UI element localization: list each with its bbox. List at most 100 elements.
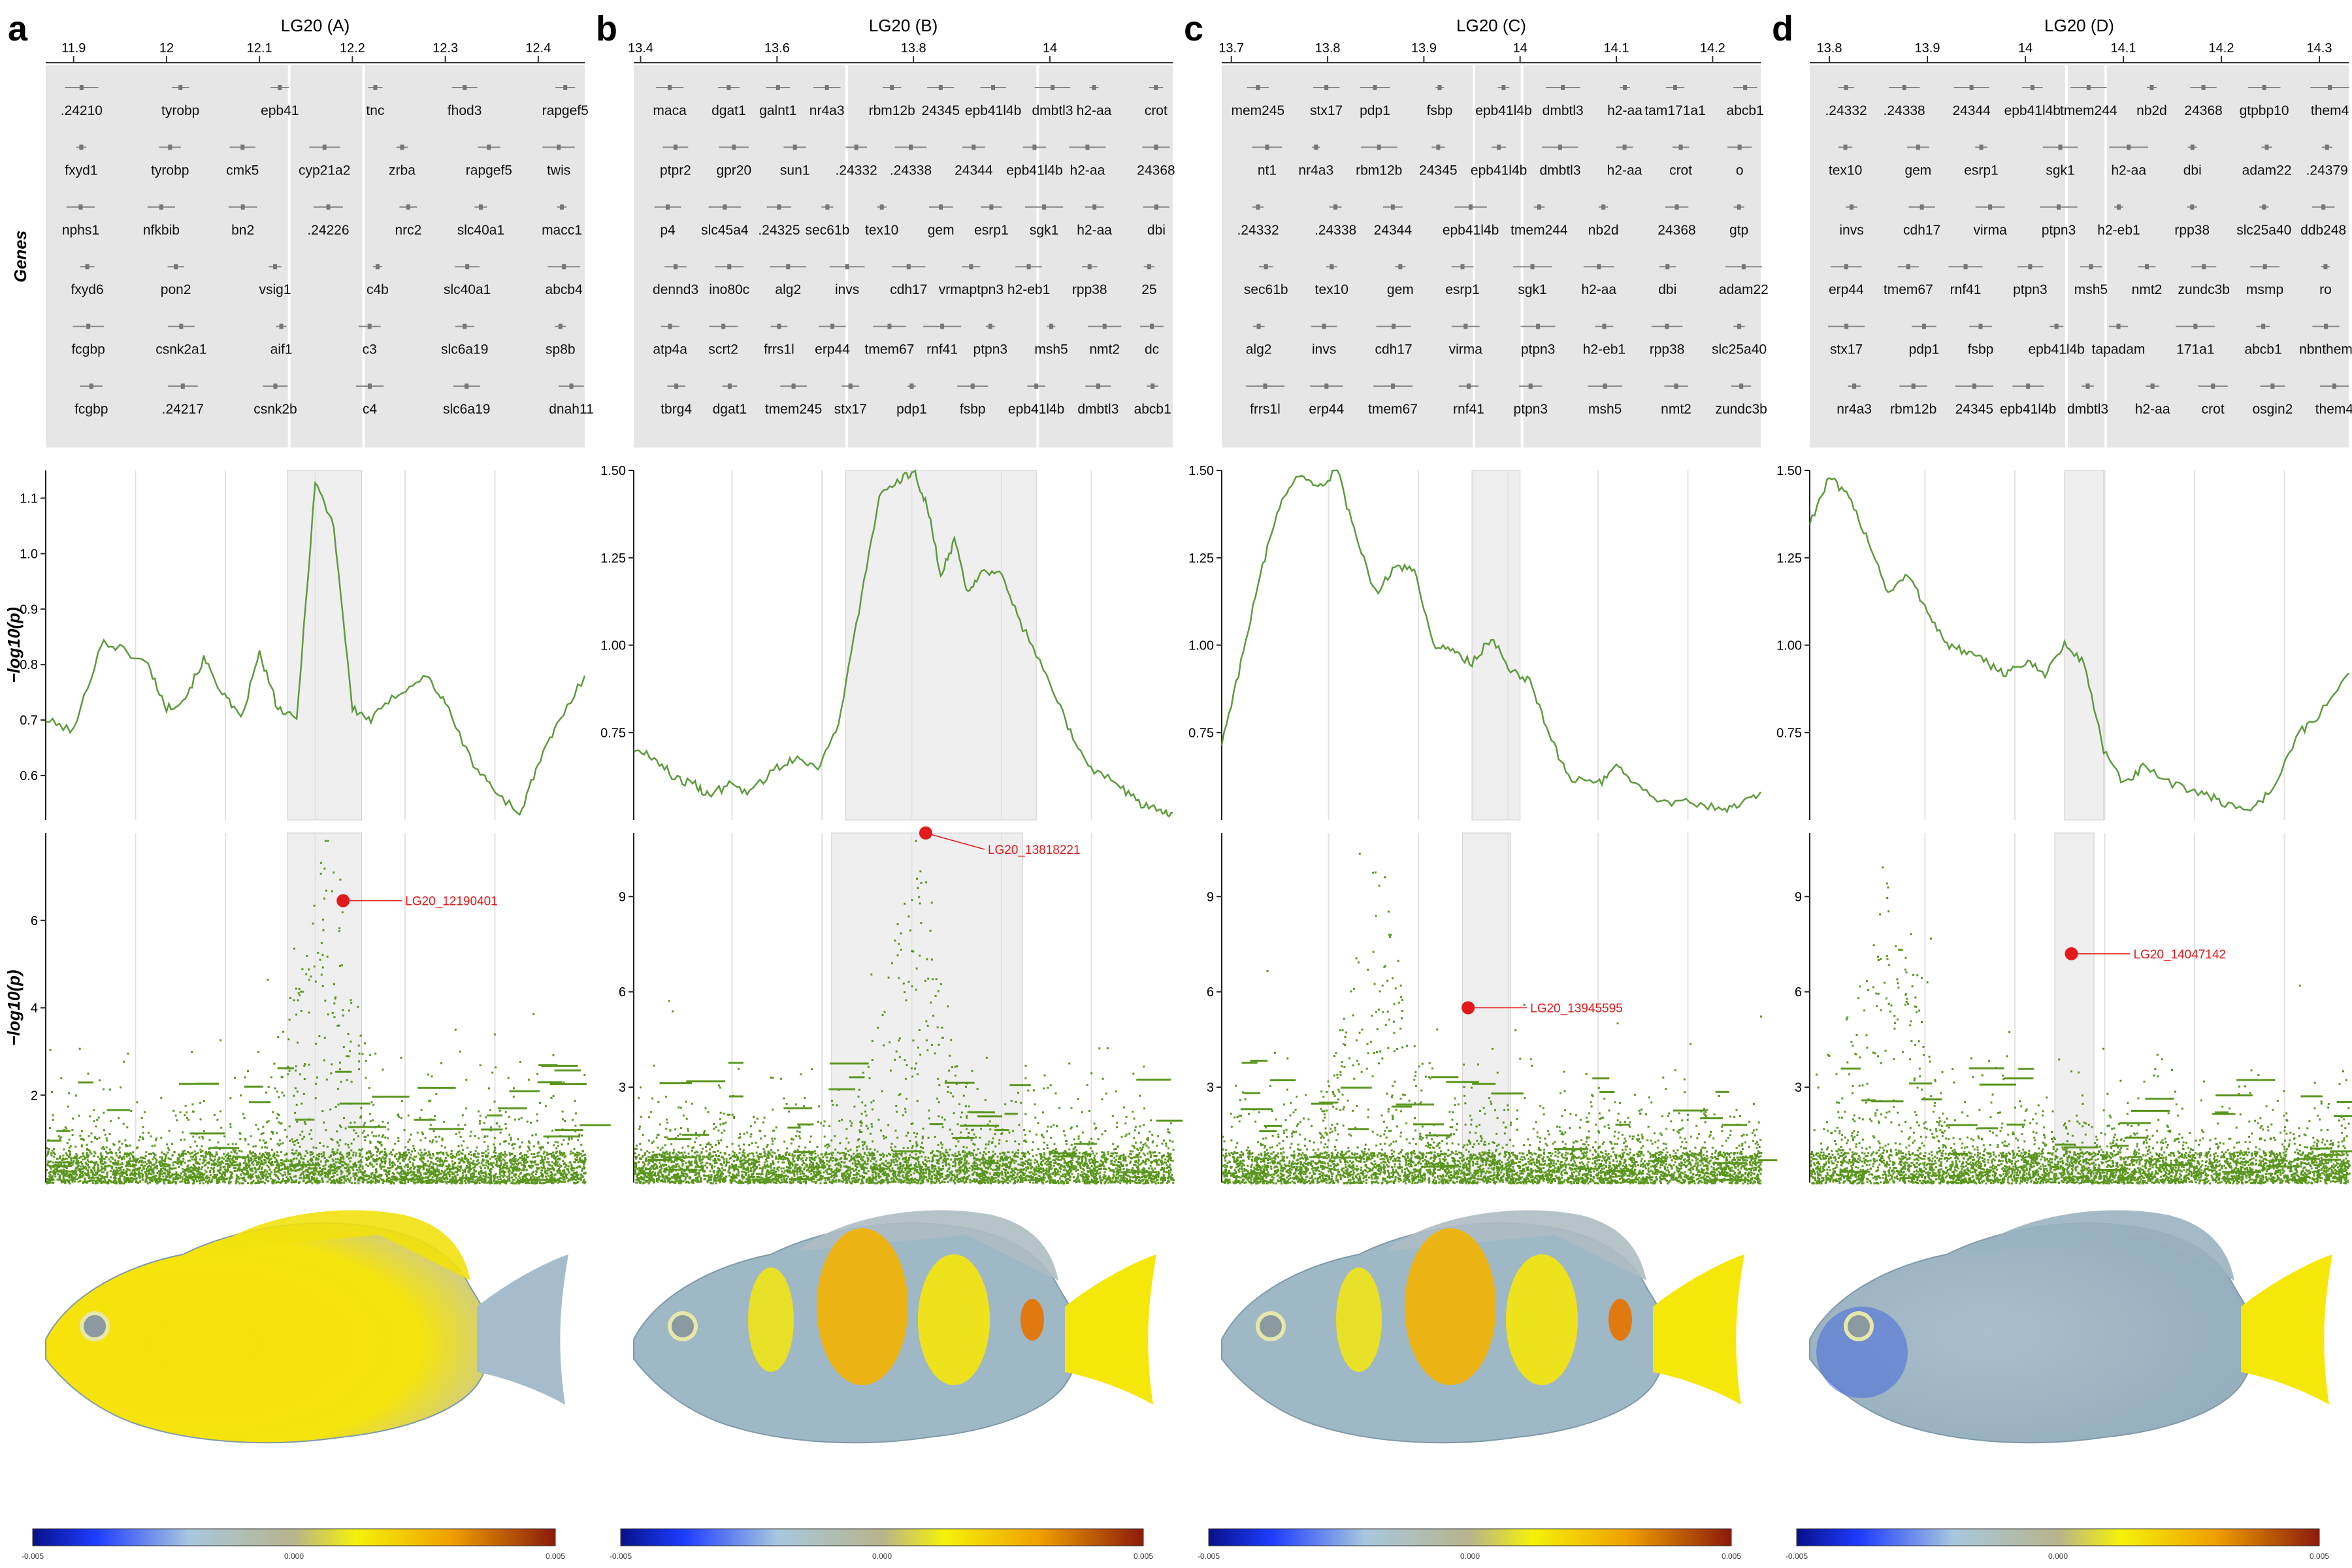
gene-exon <box>1256 204 1260 210</box>
gene-exon <box>279 323 284 329</box>
gene-label: zrba <box>389 163 416 178</box>
gene-exon <box>1154 85 1158 90</box>
gene-exon <box>2127 144 2131 150</box>
gene-label: h2-aa <box>2111 163 2146 178</box>
gene-label: bn2 <box>231 223 254 238</box>
gene-exon <box>79 85 84 90</box>
gene-exon <box>1049 323 1054 329</box>
gene-label: 24345 <box>922 103 960 118</box>
gene-label: slc25a40 <box>1712 342 1767 357</box>
fish-front-band <box>748 1267 794 1372</box>
gene-label: .24338 <box>890 163 932 178</box>
scatter-y-tick-label: 3 <box>1795 1081 1802 1095</box>
gene-label: slc40a1 <box>444 282 491 297</box>
line-y-tick-label: 0.75 <box>600 726 626 740</box>
panel-c: c LG20 (C) 13.7 13.8 13.9 14 14.1 14.2 mem245 stx… <box>1184 9 1778 1561</box>
gene-exon <box>674 264 678 270</box>
gene-exon <box>2211 384 2215 389</box>
line-y-tick-label: 0.6 <box>20 769 38 783</box>
gene-label: dmbtl3 <box>1539 163 1580 178</box>
gene-label: epb41l4b <box>965 103 1021 118</box>
colorbar-tick-label: -0.005 <box>1786 1552 1808 1561</box>
gene-label: nphs1 <box>62 223 99 238</box>
gene-label: .24379 <box>2306 163 2348 178</box>
gene-exon <box>272 264 277 270</box>
gene-label: dgat1 <box>713 402 747 417</box>
gene-label: nr4a3 <box>1837 402 1872 417</box>
gene-exon <box>786 264 791 270</box>
line-y-tick-label: 0.9 <box>20 602 38 617</box>
gene-exon <box>178 85 183 90</box>
gene-label: scrt2 <box>708 342 738 357</box>
gene-exon <box>2321 204 2326 210</box>
x-tick-label: 14.2 <box>1700 41 1725 56</box>
gene-exon <box>1969 85 1974 90</box>
gene-exon <box>400 144 404 150</box>
gene-label: tmem67 <box>865 342 915 357</box>
gene-exon <box>2328 85 2332 90</box>
gene-label: 171a1 <box>2176 342 2214 357</box>
x-tick-label: 14.3 <box>2307 41 2332 56</box>
scatter-highlight-window <box>831 832 1023 1183</box>
gene-label: 24344 <box>955 163 993 178</box>
gene-exon <box>1150 323 1154 329</box>
gene-exon <box>845 264 849 270</box>
gene-label: dmbtl3 <box>1543 103 1584 118</box>
x-tick-label: 12.1 <box>247 41 272 56</box>
gene-label: crot <box>2202 402 2225 417</box>
scatter-y-tick-label: 9 <box>619 890 626 904</box>
gene-exon <box>2264 144 2269 150</box>
gene-label: tmem67 <box>1884 282 1933 297</box>
gene-exon <box>1087 264 1092 270</box>
gene-label: esrp1 <box>1445 282 1480 297</box>
gene-label: macа <box>653 103 687 118</box>
gene-label: .24338 <box>1884 103 1925 118</box>
gene-label: sec61b <box>1244 282 1288 297</box>
gene-exon <box>1085 144 1090 150</box>
gene-label: ptpn3 <box>1513 402 1548 417</box>
lead-snp-point <box>919 826 932 840</box>
gene-exon <box>1096 384 1100 389</box>
gene-label: 24345 <box>1419 163 1457 178</box>
gene-label: abcb1 <box>1134 402 1171 417</box>
gene-exon <box>1263 384 1267 389</box>
colorbar <box>1208 1528 1732 1546</box>
gene-exon <box>1437 85 1442 90</box>
gene-exon <box>1902 85 1906 90</box>
line-series <box>1220 469 1762 814</box>
gene-label: nr4a3 <box>809 103 845 118</box>
gene-label: sgk1 <box>2046 163 2074 178</box>
gene-label: them4 <box>2311 103 2349 118</box>
gene-exon <box>326 204 331 210</box>
scatter-y-tick-label: 3 <box>619 1081 626 1095</box>
gene-label: 24368 <box>2184 103 2222 118</box>
fish-rear-blotch <box>918 1254 990 1385</box>
gene-label: stx17 <box>1830 342 1863 357</box>
gene-label: nr4a3 <box>1298 163 1333 178</box>
gene-exon <box>1377 144 1381 150</box>
gene-label: abcb1 <box>1727 103 1764 118</box>
colorbar-tick-label: 0.000 <box>872 1552 892 1561</box>
gene-label: alg2 <box>1246 342 1272 357</box>
gene-label: gpr20 <box>716 163 751 178</box>
gene-exon <box>1665 264 1670 270</box>
gene-exon <box>666 204 670 210</box>
gene-label: h2-eb1 <box>1007 282 1050 297</box>
gene-exon <box>2324 323 2328 329</box>
gene-label: h2-eb1 <box>1583 342 1625 357</box>
gene-exon <box>732 144 736 150</box>
gene-track-panel <box>1222 65 1761 448</box>
gene-exon <box>1390 384 1395 389</box>
gene-label: erp44 <box>1829 282 1864 297</box>
gene-exon <box>1256 323 1261 329</box>
gene-exon <box>1436 144 1441 150</box>
gene-exon <box>1674 204 1679 210</box>
gene-exon <box>1026 264 1031 270</box>
gene-exon <box>909 144 913 150</box>
gene-exon <box>1265 144 1269 150</box>
gene-label: epb41 <box>261 103 299 118</box>
gene-label: cdh17 <box>1375 342 1412 357</box>
gene-exon <box>1843 144 1848 150</box>
gene-label: h2-aa <box>1077 103 1112 118</box>
scatter-y-axis-label: −log10(p) <box>4 970 24 1045</box>
